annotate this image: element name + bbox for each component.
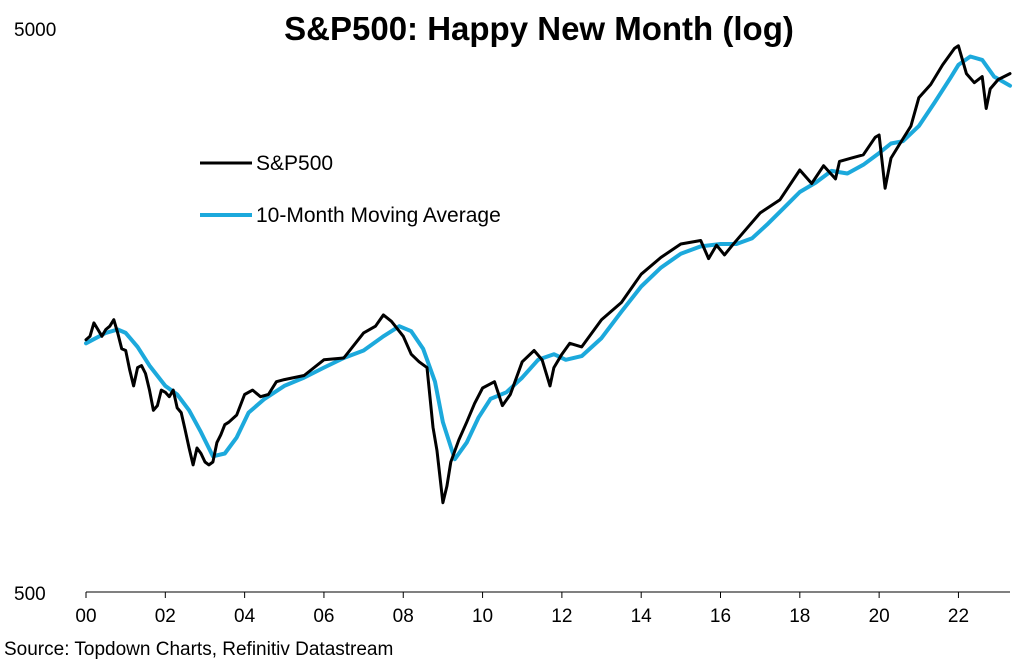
x-tick-label: 06: [313, 606, 334, 627]
series-line-moving-average: [84, 54, 1012, 462]
x-tick-label: 04: [234, 606, 256, 627]
series-layer: [84, 44, 1012, 505]
x-tick-label: 14: [631, 606, 653, 627]
x-tick-label: 20: [869, 606, 890, 627]
x-tick-label: 10: [472, 606, 493, 627]
y-tick-label-bottom: 500: [14, 584, 46, 605]
legend: S&P500 10-Month Moving Average: [200, 152, 501, 227]
legend-label-moving-average: 10-Month Moving Average: [256, 204, 501, 227]
source-note: Source: Topdown Charts, Refinitiv Datast…: [4, 639, 393, 660]
x-tick-label: 16: [710, 606, 731, 627]
x-axis-ticks: 00 02 04 06 08 10 12 14 16 18 20 22: [75, 592, 969, 627]
x-tick-label: 18: [789, 606, 810, 627]
y-tick-label-top: 5000: [14, 20, 56, 41]
x-tick-label: 22: [948, 606, 969, 627]
x-tick-label: 00: [75, 606, 96, 627]
legend-label-sp500: S&P500: [256, 152, 333, 175]
x-tick-label: 12: [551, 606, 572, 627]
series-line-sp500: [84, 44, 1012, 505]
chart-title: S&P500: Happy New Month (log): [284, 10, 794, 47]
x-tick-label: 02: [155, 606, 176, 627]
x-tick-label: 08: [393, 606, 414, 627]
